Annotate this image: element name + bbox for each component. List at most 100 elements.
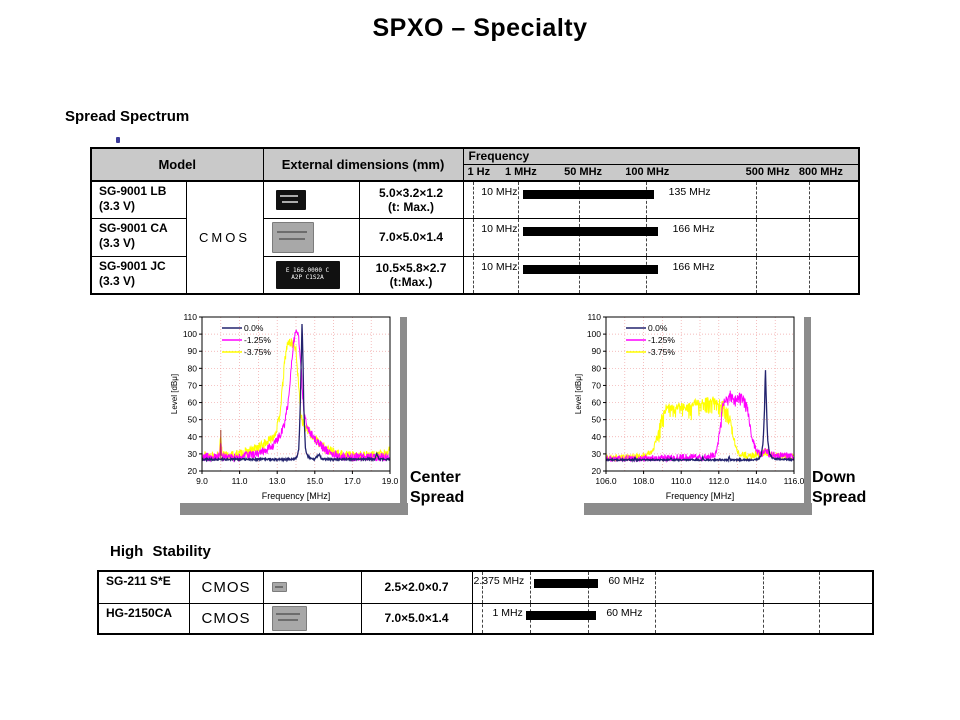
- down-spread-chart: 106.0 108.0 110.0 112.0 114.0 116.0 20 30 40 50 60…: [572, 303, 817, 519]
- down-spread-caption: Down Spread: [812, 469, 867, 506]
- high-stability-table: SG-211 S*E CMOS 2.5×2.0×0.7 2.375 MHz 60…: [97, 570, 874, 635]
- y-tick-label: 90: [592, 346, 602, 356]
- x-tick-label: 112.0: [708, 476, 729, 486]
- y-tick-label: 80: [592, 363, 602, 373]
- column-header-frequency: Frequency 1 Hz 1 MHz 50 MHz 100 MHz 500 …: [462, 147, 860, 182]
- freq-end-label: 135 MHz: [668, 186, 711, 198]
- chart-shadow: [800, 317, 811, 515]
- scale-tick-label: 50 MHz: [564, 166, 603, 178]
- y-tick-label: 60: [188, 398, 198, 408]
- table-row: SG-9001 LB (3.3 V) CMOS 5.0×3.2×1.2 (t: …: [90, 180, 860, 295]
- y-tick-label: 70: [592, 380, 602, 390]
- freq-end-label: 166 MHz: [672, 222, 715, 235]
- model-name-cell: SG-9001 LB (3.3 V): [90, 180, 187, 219]
- dimensions-cell: 7.0×5.0×1.4: [358, 217, 464, 257]
- package-photo: [271, 221, 314, 253]
- x-tick-label: 106.0: [595, 476, 617, 486]
- model-name-cell: HG-2150CA: [97, 602, 190, 635]
- package-photo-cell: [262, 570, 362, 604]
- freq-start-label: 10 MHz: [481, 222, 518, 235]
- frequency-range-cell: 10 MHz 166 MHz: [462, 255, 860, 295]
- model-voltage: (3.3 V): [99, 235, 136, 250]
- freq-end-label: 166 MHz: [672, 260, 715, 273]
- model-voltage: (3.3 V): [99, 199, 136, 213]
- table-row: SG-211 S*E CMOS 2.5×2.0×0.7 2.375 MHz 60…: [97, 570, 874, 604]
- y-tick-label: 50: [592, 415, 602, 425]
- dimensions-value: 5.0×3.2×1.2: [378, 185, 444, 200]
- package-photo: [271, 582, 287, 593]
- frequency-range-cell: 10 MHz 166 MHz: [462, 217, 860, 257]
- package-photo-cell: [262, 602, 362, 635]
- legend-label: 0.0%: [648, 323, 668, 333]
- freq-start-label: 10 MHz: [481, 260, 518, 273]
- y-tick-label: 30: [188, 449, 198, 459]
- table-row: SG-9001 JC (3.3 V) E 166.0000 C A2P C1S2…: [90, 255, 860, 295]
- plot-border: [605, 316, 795, 472]
- x-tick-label: 13.0: [269, 476, 286, 486]
- model-voltage: (3.3 V): [99, 273, 136, 288]
- package-photo: E 166.0000 C A2P C1S2A: [275, 260, 340, 289]
- model-name-cell: SG-211 S*E: [97, 570, 190, 604]
- package-photo-cell: [262, 180, 360, 219]
- frequency-range-bar: [523, 190, 654, 199]
- package-photo: [275, 189, 306, 210]
- freq-end-label: 60 MHz: [606, 606, 643, 619]
- dimensions-note: (t:Max.): [389, 274, 433, 289]
- scale-tick-label: 1 Hz: [467, 166, 491, 178]
- x-tick-label: 17.0: [344, 476, 361, 486]
- scale-tick-label: 100 MHz: [625, 166, 670, 178]
- high-stability-heading: High Stability: [110, 543, 211, 560]
- x-tick-label: 108.0: [633, 476, 655, 486]
- scale-tick-label: 800 MHz: [798, 166, 843, 178]
- page-title: SPXO – Specialty: [372, 14, 588, 42]
- legend-label: -3.75%: [648, 347, 675, 357]
- dimensions-value: 7.0×5.0×1.4: [378, 230, 444, 244]
- center-spread-caption: Center Spread: [410, 469, 465, 506]
- dimensions-cell: 7.0×5.0×1.4: [360, 602, 473, 635]
- spread-spectrum-table: Model External dimensions (mm) Frequency…: [90, 147, 861, 295]
- y-tick-label: 30: [592, 449, 602, 459]
- spread-spectrum-heading: Spread Spectrum: [65, 108, 190, 125]
- y-tick-label: 70: [188, 380, 198, 390]
- x-tick-label: 114.0: [746, 476, 767, 486]
- package-photo-cell: E 166.0000 C A2P C1S2A: [262, 255, 360, 295]
- freq-end-label: 60 MHz: [608, 575, 645, 587]
- frequency-range-cell: 2.375 MHz 60 MHz: [471, 570, 874, 604]
- dimensions-cell: 5.0×3.2×1.2 (t: Max.): [358, 180, 464, 219]
- dimensions-note: (t: Max.): [388, 199, 434, 214]
- table-row: SG-9001 CA (3.3 V) 7.0×5.0×1.4 10 MHz 16…: [90, 217, 860, 257]
- x-axis-title: Frequency [MHz]: [262, 491, 331, 501]
- x-tick-label: 11.0: [232, 476, 248, 486]
- center-spread-chart: 9.0 11.0 13.0 15.0 17.0 19.0 20 30 40 50 60 70 80 90 1…: [168, 303, 413, 519]
- down-spread-chart-plot: 106.0 108.0 110.0 112.0 114.0 116.0 20 30 40 50 60…: [572, 303, 804, 503]
- y-tick-label: 110: [587, 312, 601, 322]
- frequency-range-bar: [523, 264, 658, 274]
- x-tick-label: 116.0: [784, 476, 804, 486]
- model-name-cell: SG-9001 JC (3.3 V): [90, 255, 187, 295]
- y-axis-title: Level [dBμ]: [574, 374, 583, 414]
- center-spread-chart-plot: 9.0 11.0 13.0 15.0 17.0 19.0 20 30 40 50 60 70 80 90 1…: [168, 303, 400, 503]
- output-type-cell: CMOS: [188, 602, 264, 635]
- column-header-dimensions: External dimensions (mm): [262, 147, 464, 182]
- freq-start-label: 10 MHz: [481, 186, 518, 198]
- output-type-cell: CMOS: [188, 570, 264, 604]
- legend-label: -1.25%: [648, 335, 675, 345]
- y-tick-label: 110: [183, 312, 197, 322]
- frequency-range-bar: [534, 579, 599, 588]
- frequency-range-bar: [526, 610, 597, 620]
- dimensions-value: 10.5×5.8×2.7: [375, 260, 447, 275]
- legend-label: -3.75%: [244, 347, 271, 357]
- freq-start-label: 1 MHz: [492, 606, 523, 619]
- y-tick-label: 80: [188, 363, 198, 373]
- scale-tick-label: 1 MHz: [504, 166, 537, 178]
- frequency-range-cell: 10 MHz 135 MHz: [462, 180, 860, 219]
- x-axis-title: Frequency [MHz]: [666, 491, 735, 501]
- dimensions-cell: 2.5×2.0×0.7: [360, 570, 473, 604]
- chart-shadow: [396, 317, 407, 515]
- y-axis-title: Level [dBμ]: [170, 374, 179, 414]
- freq-start-label: 2.375 MHz: [473, 575, 525, 587]
- chart-shadow: [180, 503, 408, 515]
- y-tick-label: 20: [592, 466, 602, 476]
- table-row: HG-2150CA CMOS 7.0×5.0×1.4 1 MHz 60 MHz: [97, 602, 874, 635]
- model-name: SG-9001 CA: [99, 220, 168, 235]
